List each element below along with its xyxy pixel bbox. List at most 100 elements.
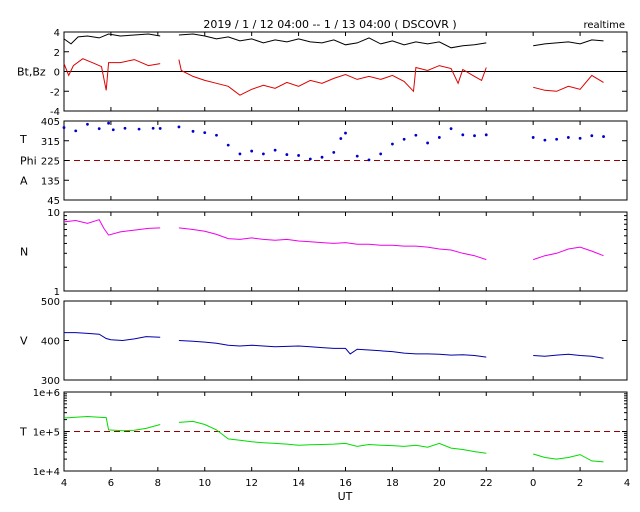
series-line [64,332,161,342]
y-tick-label: 225 [41,157,60,168]
data-point [473,134,476,138]
y-tick-label: 405 [41,117,60,128]
y-axis-label: T [19,133,27,146]
series-line [63,415,161,432]
data-point [191,129,195,133]
data-point [437,136,441,139]
series-line [178,340,487,358]
data-point [297,154,300,157]
data-point [320,155,324,159]
y-tick-label: -4 [50,107,60,118]
x-tick-label: 18 [386,478,399,489]
data-point [111,128,115,132]
panel-speed: 500 400 300 V [20,297,628,387]
data-point [226,143,230,147]
data-point [426,141,430,145]
series-temperature-0 [63,415,604,463]
x-tick-label: 16 [339,478,352,489]
x-tick-label: 22 [480,478,493,489]
series-line [63,219,161,236]
y-tick-label: 1e+6 [33,388,60,399]
y-tick-label: 4 [54,28,60,39]
panel-density: 10 1 N [20,208,628,298]
realtime-badge: realtime [583,20,625,31]
data-point [332,150,336,154]
data-point [74,129,78,133]
data-point [379,152,383,156]
series-line [63,33,161,45]
y-tick-label: 2 [54,48,60,59]
y-axis-label: N [20,246,28,259]
series-line [533,353,604,359]
x-tick-label: 0 [530,478,536,489]
data-point [344,131,347,135]
y-tick-label: 1e+5 [33,428,60,439]
series-line [178,227,487,261]
x-tick-label: 6 [108,478,114,489]
chart-title: 2019 / 1 / 12 04:00 -- 1 / 13 04:00 ( DS… [203,18,456,31]
x-axis-label: UT [338,490,353,503]
data-point [285,153,289,156]
x-tick-label: 2 [577,478,583,489]
data-point [215,133,218,137]
data-point [578,136,582,140]
panel-frame [63,300,628,381]
series-line [533,246,604,261]
data-point [602,135,605,138]
x-tick-label: 4 [624,478,630,489]
y-tick-label: 300 [41,376,60,387]
series-line [178,59,487,96]
data-point [238,152,242,156]
series-angle-0 [62,121,605,162]
data-point [461,133,465,137]
series-magnetic-field-1 [63,58,604,96]
y-axis-label: T [19,426,27,439]
x-axis: 4 6 8 10 12 14 16 18 20 22 0 2 4 [61,478,630,489]
y-tick-label: 1 [54,287,60,298]
data-point [107,121,110,125]
data-point [449,127,453,131]
y-tick-label: 0 [54,68,60,79]
series-line [533,453,604,463]
series-line [63,58,161,91]
y-axis-label: V [20,335,28,348]
y-tick-label: 315 [41,137,60,148]
series-line [533,39,604,47]
series-density-0 [63,219,604,261]
data-point [367,158,371,162]
data-point [355,154,359,158]
x-tick-label: 4 [61,478,67,489]
data-point [177,125,181,129]
data-point [555,137,559,141]
data-point [203,131,207,135]
x-tick-label: 10 [198,478,211,489]
data-point [86,122,89,126]
data-point [590,134,594,138]
series-line [178,420,487,454]
y-axis-label: Phi [20,155,37,168]
data-point [261,152,265,156]
y-axis-label: A [20,175,28,188]
y-tick-label: 400 [41,337,60,348]
data-point [484,133,488,137]
data-point [531,136,535,139]
data-point [308,157,312,161]
series-line [178,33,487,49]
y-axis-label: Bt,Bz [17,66,46,79]
data-point [402,137,406,141]
data-point [158,127,162,130]
x-tick-label: 14 [292,478,305,489]
data-point [123,126,127,130]
series-speed-0 [64,332,604,359]
data-point [339,137,343,140]
panel-angle: 405 315 225 135 45 T Phi A [19,117,628,207]
y-tick-label: 1e+4 [33,467,60,478]
data-point [151,126,155,130]
series-line [533,74,604,92]
y-tick-label: -2 [50,87,60,98]
y-tick-label: 135 [41,176,60,187]
x-tick-label: 20 [433,478,446,489]
x-tick-label: 12 [245,478,258,489]
data-point [566,136,570,139]
